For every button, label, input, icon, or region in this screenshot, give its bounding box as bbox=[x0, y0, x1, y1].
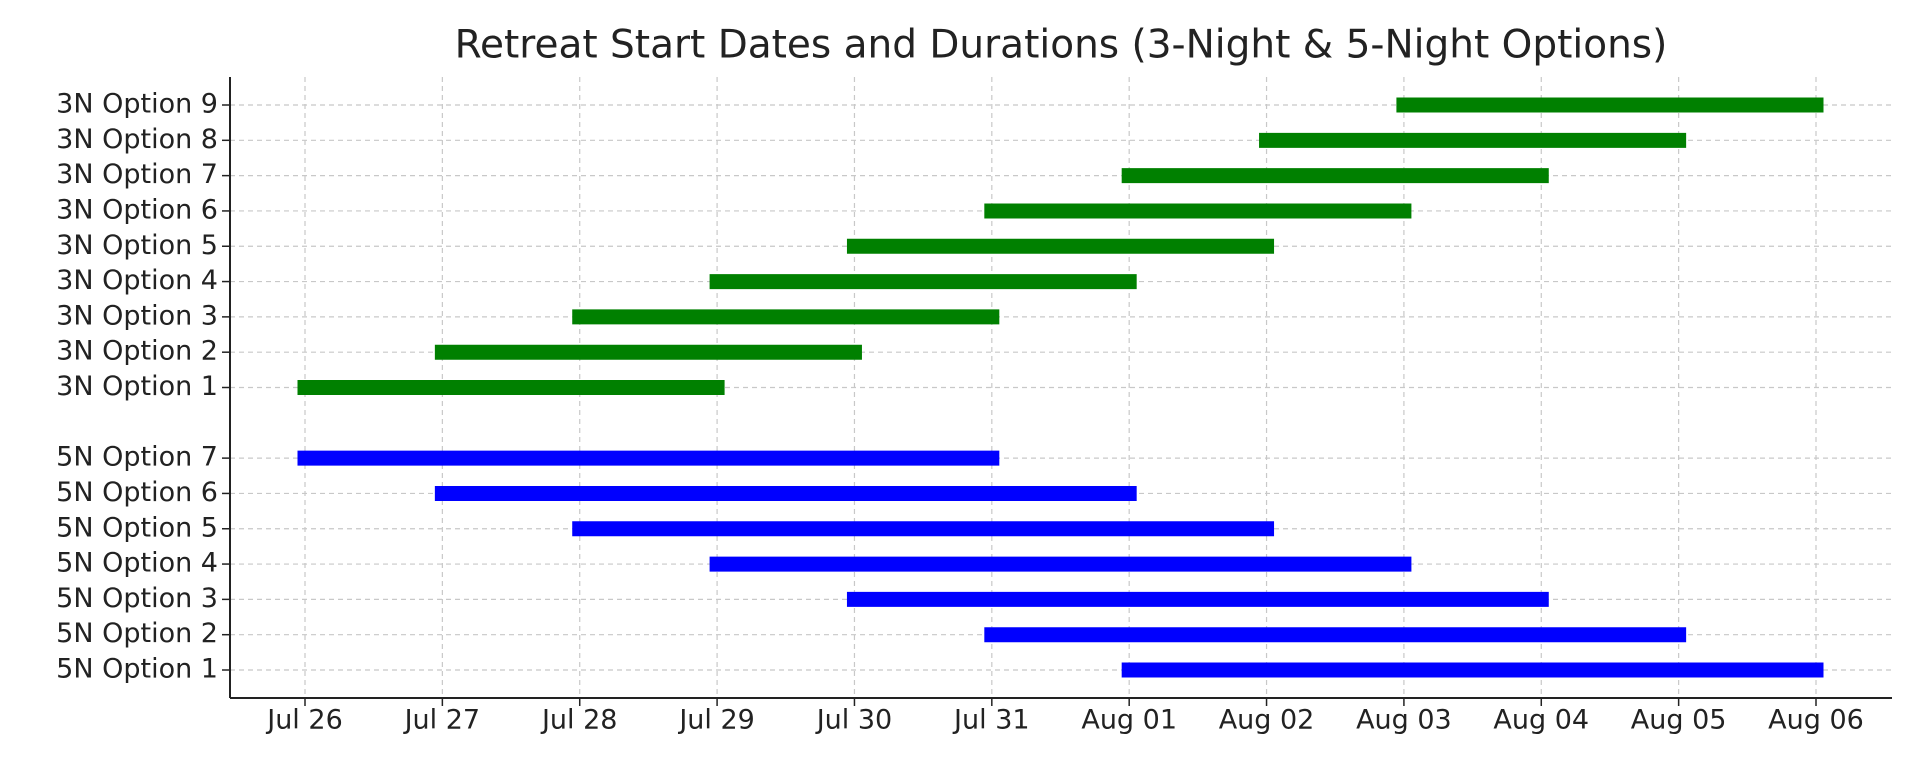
x-tick-label: Aug 04 bbox=[1493, 705, 1589, 736]
y-tick-label: 5N Option 7 bbox=[56, 442, 218, 473]
y-tick-label: 3N Option 8 bbox=[56, 124, 218, 155]
y-tick-label: 5N Option 1 bbox=[56, 654, 218, 685]
x-tick-label: Aug 06 bbox=[1768, 705, 1864, 736]
x-tick-label: Aug 05 bbox=[1631, 705, 1727, 736]
y-tick-label: 3N Option 9 bbox=[56, 89, 218, 120]
x-tick-label: Jul 26 bbox=[265, 705, 343, 736]
y-tick-label: 3N Option 7 bbox=[56, 159, 218, 190]
y-tick-label: 3N Option 2 bbox=[56, 336, 218, 367]
y-tick-label: 5N Option 3 bbox=[56, 583, 218, 614]
y-tick-label: 3N Option 1 bbox=[56, 371, 218, 402]
y-tick-label: 5N Option 4 bbox=[56, 548, 218, 579]
x-tick-label: Jul 28 bbox=[540, 705, 618, 736]
y-tick-label: 3N Option 3 bbox=[56, 300, 218, 331]
x-tick-label: Aug 03 bbox=[1356, 705, 1452, 736]
y-tick-label: 3N Option 4 bbox=[56, 265, 218, 296]
y-tick-label: 5N Option 5 bbox=[56, 512, 218, 543]
x-tick-label: Jul 31 bbox=[952, 705, 1030, 736]
x-tick-label: Aug 01 bbox=[1081, 705, 1177, 736]
x-tick-label: Jul 27 bbox=[403, 705, 481, 736]
chart-title: Retreat Start Dates and Durations (3-Nig… bbox=[455, 23, 1668, 68]
y-tick-label: 5N Option 2 bbox=[56, 618, 218, 649]
y-tick-label: 3N Option 5 bbox=[56, 230, 218, 261]
x-tick-label: Jul 30 bbox=[815, 705, 893, 736]
y-tick-label: 3N Option 6 bbox=[56, 194, 218, 225]
x-tick-label: Jul 29 bbox=[677, 705, 755, 736]
x-tick-label: Aug 02 bbox=[1219, 705, 1315, 736]
y-tick-label: 5N Option 6 bbox=[56, 477, 218, 508]
